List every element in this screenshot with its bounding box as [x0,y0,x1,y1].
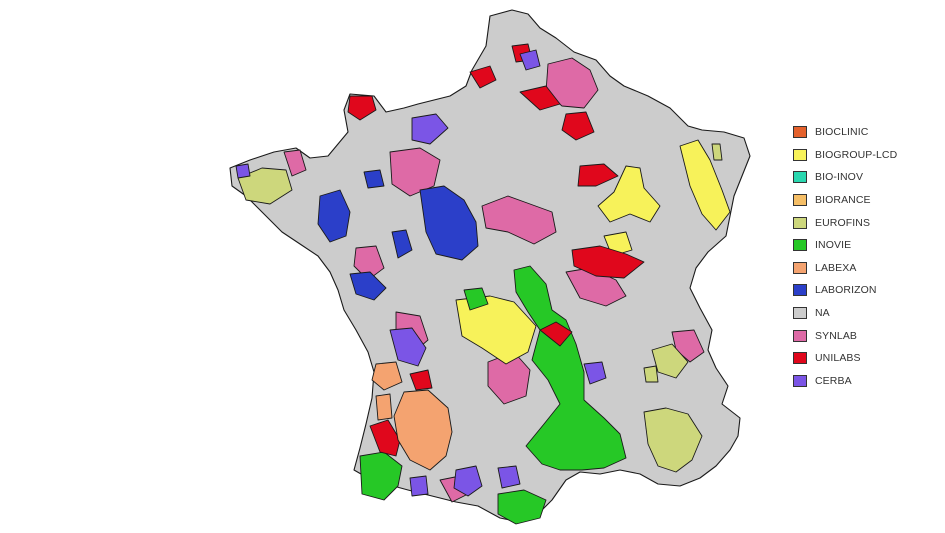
region-cerba [411,113,449,145]
region-cerba [389,327,427,367]
region-unilabs [561,111,595,141]
region-laborizon [363,169,385,189]
legend-label: CERBA [815,374,852,387]
region-eurofins [651,343,689,379]
region-biogroup-lcd [597,165,661,223]
legend-swatch [793,148,807,161]
legend-swatch [793,239,807,252]
region-laborizon [391,229,413,259]
region-laborizon [317,189,351,243]
region-cerba [497,465,521,489]
region-labexa [371,361,403,391]
region-unilabs [409,369,433,391]
legend-item: INOVIE [793,234,933,257]
legend-item: BIORANCE [793,189,933,212]
region-unilabs [571,245,645,279]
region-laborizon [349,271,387,301]
region-synlab [671,329,705,363]
region-unilabs [539,321,573,347]
region-laborizon [419,185,479,261]
region-synlab [481,195,557,245]
legend-item: UNILABS [793,347,933,370]
region-eurofins [237,167,293,205]
region-synlab [283,149,307,177]
legend-label: NA [815,307,830,320]
region-eurofins [643,407,703,473]
region-inovie [463,287,489,311]
legend-item: CERBA [793,370,933,393]
region-cerba [409,475,429,497]
legend-label: BIOCLINIC [815,126,869,139]
legend-swatch [793,307,807,320]
legend-swatch [793,261,807,274]
region-cerba [519,49,541,71]
legend-swatch [793,194,807,207]
legend-label: SYNLAB [815,329,858,342]
legend-label: BIO-INOV [815,171,864,184]
legend-item: SYNLAB [793,324,933,347]
legend: BIOCLINIC BIOGROUP-LCD BIO-INOV BIORANCE… [793,121,933,392]
region-unilabs [577,163,619,187]
region-cerba [235,163,251,179]
region-eurofins [643,365,659,383]
legend-label: LABEXA [815,261,857,274]
legend-label: UNILABS [815,352,861,365]
region-synlab [389,147,441,197]
region-unilabs [469,65,497,89]
legend-swatch [793,171,807,184]
region-cerba [583,361,607,385]
region-biogroup-lcd [679,139,731,231]
region-inovie [513,265,627,471]
legend-swatch [793,352,807,365]
region-eurofins [711,143,723,161]
region-unilabs [369,419,401,457]
legend-label: BIOGROUP-LCD [815,148,898,161]
legend-item: LABEXA [793,257,933,280]
legend-label: BIORANCE [815,194,871,207]
region-labexa [375,393,393,421]
legend-swatch [793,329,807,342]
legend-label: LABORIZON [815,284,877,297]
region-synlab [353,245,385,281]
legend-item: BIOCLINIC [793,121,933,144]
region-cerba [453,465,483,497]
legend-swatch [793,216,807,229]
legend-swatch [793,126,807,139]
region-inovie [497,489,547,525]
legend-item: LABORIZON [793,279,933,302]
legend-item: NA [793,302,933,325]
legend-label: INOVIE [815,239,852,252]
legend-item: EUROFINS [793,211,933,234]
legend-item: BIOGROUP-LCD [793,144,933,167]
region-unilabs [347,95,377,121]
legend-label: EUROFINS [815,216,871,229]
legend-item: BIO-INOV [793,166,933,189]
legend-swatch [793,374,807,387]
region-biogroup-lcd [455,295,537,365]
region-unilabs [519,85,561,111]
legend-swatch [793,284,807,297]
region-labexa [393,389,453,471]
